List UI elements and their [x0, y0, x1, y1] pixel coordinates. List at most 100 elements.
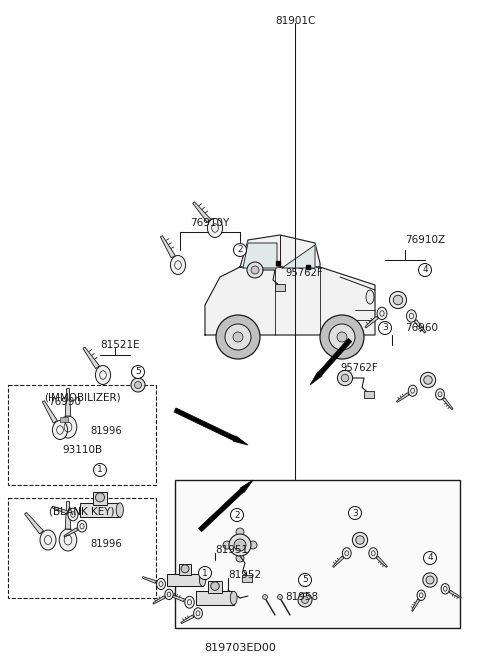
Bar: [93, 492, 107, 505]
Circle shape: [199, 566, 212, 579]
Ellipse shape: [408, 385, 417, 396]
Text: 76910Y: 76910Y: [191, 218, 229, 228]
Ellipse shape: [229, 534, 251, 556]
Polygon shape: [181, 615, 194, 623]
Text: 76960: 76960: [405, 323, 438, 333]
Polygon shape: [65, 501, 71, 529]
Ellipse shape: [247, 262, 263, 278]
Text: 81996: 81996: [90, 539, 122, 549]
Text: 1: 1: [97, 466, 103, 474]
Ellipse shape: [185, 597, 194, 608]
Circle shape: [230, 509, 243, 522]
Ellipse shape: [436, 389, 444, 400]
Text: (BLANK KEY): (BLANK KEY): [49, 506, 115, 516]
Polygon shape: [396, 393, 409, 402]
Polygon shape: [333, 556, 344, 568]
Text: 93110B: 93110B: [62, 445, 102, 455]
Polygon shape: [143, 577, 156, 583]
Ellipse shape: [420, 373, 436, 388]
Polygon shape: [65, 388, 71, 416]
Ellipse shape: [389, 292, 407, 309]
Ellipse shape: [131, 378, 145, 392]
Polygon shape: [282, 245, 315, 268]
Bar: [60, 417, 68, 422]
Bar: [364, 392, 373, 398]
Polygon shape: [449, 590, 461, 599]
Polygon shape: [443, 397, 453, 409]
Circle shape: [94, 463, 107, 476]
Ellipse shape: [352, 532, 368, 548]
Ellipse shape: [230, 591, 237, 605]
Bar: [275, 284, 285, 291]
Polygon shape: [24, 512, 44, 534]
Ellipse shape: [40, 530, 56, 550]
Polygon shape: [160, 236, 175, 258]
Ellipse shape: [170, 256, 186, 275]
Ellipse shape: [393, 295, 403, 305]
Ellipse shape: [424, 376, 432, 384]
Polygon shape: [64, 528, 78, 537]
Ellipse shape: [211, 582, 219, 591]
Polygon shape: [365, 316, 378, 328]
Circle shape: [320, 315, 364, 359]
Polygon shape: [376, 556, 387, 568]
Text: 76910Z: 76910Z: [405, 235, 445, 245]
Bar: [80, 503, 120, 517]
Text: 81901C: 81901C: [275, 16, 315, 26]
Circle shape: [236, 554, 244, 562]
Circle shape: [263, 595, 267, 599]
Ellipse shape: [134, 382, 142, 388]
Ellipse shape: [366, 290, 374, 304]
Circle shape: [277, 595, 283, 599]
Circle shape: [329, 324, 355, 350]
Ellipse shape: [52, 420, 68, 440]
Bar: [8, 498, 156, 598]
Polygon shape: [240, 235, 320, 267]
Polygon shape: [83, 347, 99, 369]
Circle shape: [132, 365, 144, 378]
Ellipse shape: [165, 589, 173, 600]
Ellipse shape: [96, 493, 105, 502]
Text: 81951: 81951: [215, 545, 248, 555]
Circle shape: [236, 528, 244, 536]
Text: (IMMOBILIZER): (IMMOBILIZER): [44, 393, 120, 403]
Ellipse shape: [77, 520, 87, 532]
Circle shape: [216, 315, 260, 359]
Ellipse shape: [301, 597, 309, 604]
Circle shape: [223, 541, 231, 549]
Ellipse shape: [181, 565, 189, 573]
Circle shape: [337, 332, 347, 342]
Circle shape: [348, 507, 361, 520]
Ellipse shape: [59, 529, 77, 551]
Text: 3: 3: [382, 323, 388, 332]
Text: 819703ED00: 819703ED00: [204, 643, 276, 653]
Bar: [242, 575, 252, 582]
Bar: [196, 591, 234, 605]
Ellipse shape: [207, 219, 223, 237]
Ellipse shape: [337, 371, 353, 386]
Circle shape: [233, 332, 243, 342]
Polygon shape: [411, 599, 420, 611]
Ellipse shape: [199, 574, 206, 587]
Circle shape: [225, 324, 251, 350]
Text: 4: 4: [427, 553, 433, 562]
Polygon shape: [243, 243, 277, 268]
Circle shape: [233, 244, 247, 256]
Ellipse shape: [116, 503, 123, 517]
Ellipse shape: [407, 310, 416, 322]
Polygon shape: [198, 480, 253, 532]
Text: 95762F: 95762F: [340, 363, 378, 373]
Polygon shape: [310, 338, 352, 385]
Circle shape: [299, 574, 312, 587]
Polygon shape: [52, 506, 68, 514]
Ellipse shape: [342, 548, 351, 558]
Bar: [8, 385, 156, 485]
Ellipse shape: [251, 266, 259, 274]
Bar: [175, 480, 460, 628]
Polygon shape: [169, 595, 184, 602]
Bar: [208, 581, 222, 593]
Ellipse shape: [417, 590, 425, 600]
Ellipse shape: [193, 608, 203, 619]
Text: 1: 1: [202, 568, 208, 578]
Ellipse shape: [369, 548, 378, 558]
